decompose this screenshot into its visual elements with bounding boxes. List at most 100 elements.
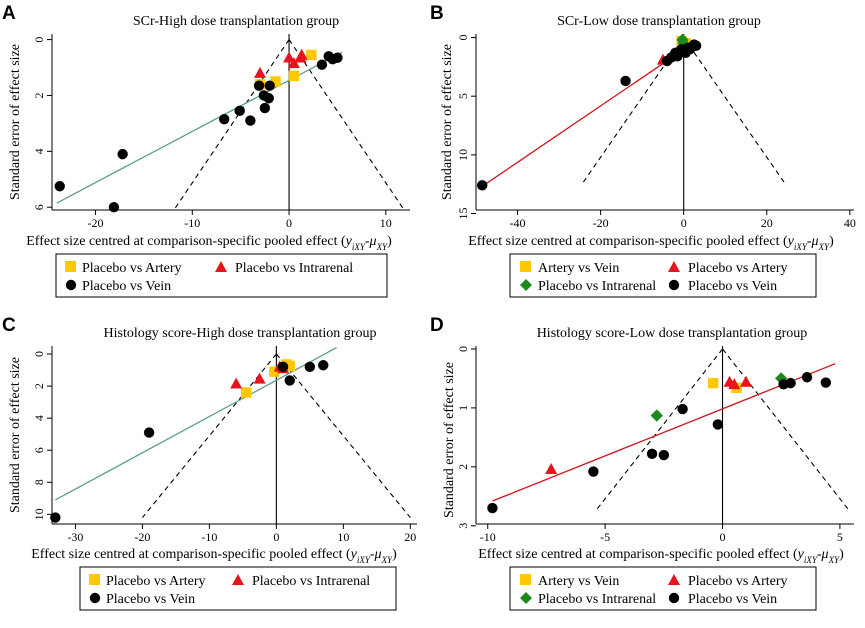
point-circle	[263, 93, 274, 104]
panel-d-ylabel: Standard error of effect size	[442, 362, 457, 518]
panel-a-funnel-right	[288, 39, 405, 211]
panel-b-y-tick-label: 5	[456, 93, 470, 99]
panel-c-x-tick-label: -20	[134, 530, 150, 544]
panel-d-y-tick-label: 3	[456, 523, 470, 529]
panel-d-legend-label-1: Artery vs Vein	[538, 574, 619, 589]
point-triangle	[295, 48, 308, 60]
panel-d-legend-label-4: Placebo vs Vein	[688, 592, 777, 607]
panel-b-fit-line	[479, 40, 697, 189]
point-circle	[318, 360, 329, 371]
point-circle	[801, 372, 813, 383]
panel-a-y-tick-label: 0	[32, 37, 46, 43]
panel-b: B SCr-Low dose transplantation group Sta…	[430, 3, 856, 298]
panel-b-funnel-right	[683, 37, 787, 186]
panel-d-x-tick-label: 5	[837, 530, 843, 544]
panel-b-x-tick-label: -40	[510, 216, 526, 230]
point-circle	[658, 449, 670, 461]
panel-b-xlabel: Effect size centred at comparison-specif…	[468, 234, 834, 252]
legend-circle-marker	[668, 592, 680, 604]
panel-d-legend-label-3: Placebo vs Intrarenal	[538, 592, 656, 607]
panel-b-legend-box	[509, 253, 817, 298]
point-circle	[245, 115, 256, 126]
panel-c-y-tick-label: 10	[32, 508, 46, 520]
panel-a-letter: A	[2, 3, 16, 24]
legend-square-marker	[89, 574, 100, 585]
panel-c-legend-label-3: Placebo vs Vein	[106, 592, 195, 607]
panel-a-legend-label-3: Placebo vs Vein	[82, 279, 171, 294]
legend-circle-marker	[668, 279, 680, 291]
panel-c-legend-box	[79, 566, 397, 611]
point-circle	[712, 419, 724, 430]
point-circle	[219, 114, 230, 125]
panel-a-fit-line	[56, 51, 343, 204]
point-circle	[284, 375, 295, 386]
panel-b-legend-label-3: Placebo vs Intrarenal	[538, 279, 656, 294]
point-circle	[54, 181, 65, 192]
point-square	[270, 76, 281, 87]
point-triangle	[740, 375, 752, 387]
panel-d-legend-box	[509, 566, 817, 611]
panel-a-y-tick-label: 4	[32, 148, 46, 154]
panel-c-funnel-left	[141, 353, 277, 518]
point-square	[269, 366, 280, 377]
panel-d-xlabel: Effect size centred at comparison-specif…	[478, 547, 844, 565]
point-diamond	[677, 37, 690, 50]
panel-b-y-tick-label: 15	[456, 208, 470, 220]
panel-b-legend-label-4: Placebo vs Vein	[688, 279, 777, 294]
point-circle	[259, 102, 271, 114]
point-circle	[487, 502, 498, 514]
legend-triangle-marker	[232, 574, 244, 585]
panel-c-y-tick-label: 6	[32, 447, 46, 453]
panel-a-x-tick-label: -10	[184, 216, 200, 230]
panel-d-funnel-right	[722, 348, 849, 510]
panel-d: D Histology score-Low dose transplantati…	[430, 315, 854, 611]
legend-triangle-marker	[668, 261, 680, 272]
panel-d-y-tick-label: 1	[456, 405, 470, 411]
point-circle	[588, 466, 599, 477]
panel-d-funnel-left	[596, 348, 723, 510]
point-circle	[332, 52, 343, 63]
panel-b-x-tick-label: -20	[593, 216, 609, 230]
legend-square-marker	[65, 261, 76, 272]
point-triangle	[728, 378, 741, 390]
point-circle	[316, 59, 328, 70]
point-triangle	[283, 51, 296, 63]
legend-circle-marker	[65, 279, 77, 291]
panel-c-y-tick-label: 8	[32, 479, 46, 485]
point-circle	[477, 180, 488, 191]
panel-a-y-tick-label: 2	[32, 92, 46, 98]
panel-c-xlabel: Effect size centred at comparison-specif…	[31, 547, 397, 565]
point-square	[284, 360, 295, 372]
point-square	[707, 377, 719, 389]
panel-b-y-tick-label: 0	[456, 35, 470, 41]
panel-d-title: Histology score-Low dose transplantation…	[537, 326, 808, 341]
panel-d-legend-label-2: Placebo vs Artery	[688, 574, 788, 589]
panel-c-legend-label-2: Placebo vs Intrarenal	[252, 574, 370, 589]
panel-b-y-tick-label: 10	[456, 149, 470, 161]
legend-triangle-marker	[668, 574, 680, 585]
point-square	[306, 49, 317, 61]
panel-a-y-tick-label: 6	[32, 204, 46, 210]
panel-c-y-tick-label: 4	[32, 415, 46, 421]
point-circle	[677, 403, 688, 415]
panel-b-title: SCr-Low dose transplantation group	[557, 14, 761, 29]
point-circle	[277, 361, 289, 373]
panel-b-x-tick-label: 20	[761, 216, 773, 230]
point-triangle	[253, 372, 266, 384]
point-circle	[304, 361, 316, 373]
panel-c-funnel-right	[275, 353, 411, 518]
panel-a-legend-label-2: Placebo vs Intrarenal	[235, 261, 353, 276]
panel-c-letter: C	[2, 315, 16, 336]
panel-d-y-tick-label: 0	[456, 346, 470, 352]
point-circle	[108, 202, 120, 213]
legend-diamond-marker	[520, 279, 532, 291]
point-square	[241, 387, 252, 398]
panel-d-x-tick-label: 0	[720, 530, 726, 544]
panel-a-legend-label-1: Placebo vs Artery	[82, 261, 182, 276]
panel-d-letter: D	[430, 315, 444, 336]
panel-c-y-tick-label: 0	[32, 351, 46, 357]
panel-b-x-tick-label: 0	[681, 216, 687, 230]
legend-circle-marker	[89, 592, 101, 604]
panel-a-funnel-left	[173, 39, 290, 211]
